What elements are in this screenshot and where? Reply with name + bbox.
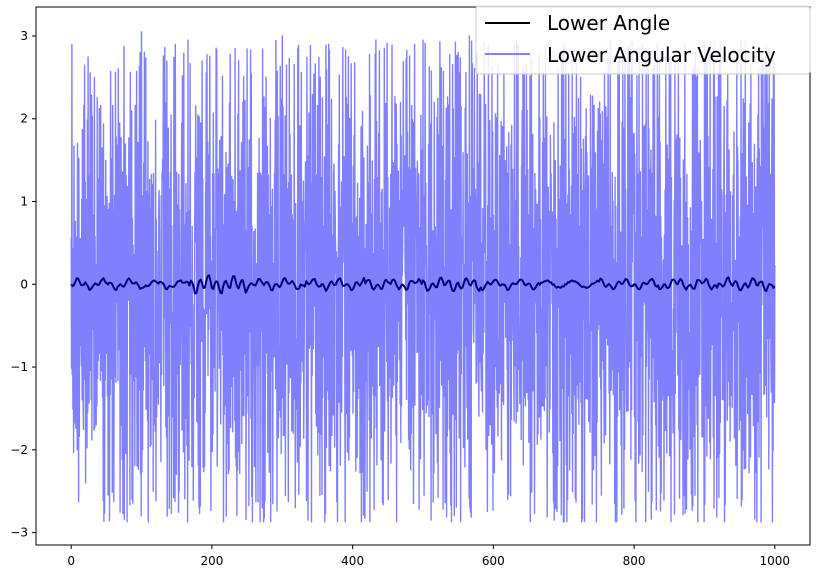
- legend-label-lower-angular-velocity: Lower Angular Velocity: [547, 43, 776, 67]
- y-axis: −3 −2 −1 0 1 2 3: [10, 29, 36, 540]
- axes-frame: [35, 6, 811, 546]
- x-tick-label: 1000: [760, 554, 791, 568]
- series-line-lower-angular-velocity: [70, 31, 776, 523]
- y-tick-label: 1: [20, 195, 28, 209]
- legend-label-lower-angle: Lower Angle: [547, 11, 670, 35]
- series-line-lower-angle: [70, 274, 776, 295]
- y-tick-label: 3: [20, 29, 28, 43]
- y-tick-label: 0: [20, 277, 28, 291]
- plot-area: [70, 31, 776, 523]
- y-tick-label: −1: [10, 360, 28, 374]
- x-tick-label: 400: [341, 554, 364, 568]
- y-tick-label: −3: [10, 526, 28, 540]
- x-tick-label: 200: [200, 554, 223, 568]
- x-axis: 0 200 400 600 800 1000: [67, 545, 790, 568]
- x-tick-label: 0: [67, 554, 75, 568]
- x-tick-label: 800: [623, 554, 646, 568]
- legend-frame: [475, 5, 811, 75]
- y-tick-label: 2: [20, 112, 28, 126]
- y-tick-label: −2: [10, 443, 28, 457]
- x-tick-label: 600: [482, 554, 505, 568]
- legend: Lower Angle Lower Angular Velocity: [475, 5, 811, 75]
